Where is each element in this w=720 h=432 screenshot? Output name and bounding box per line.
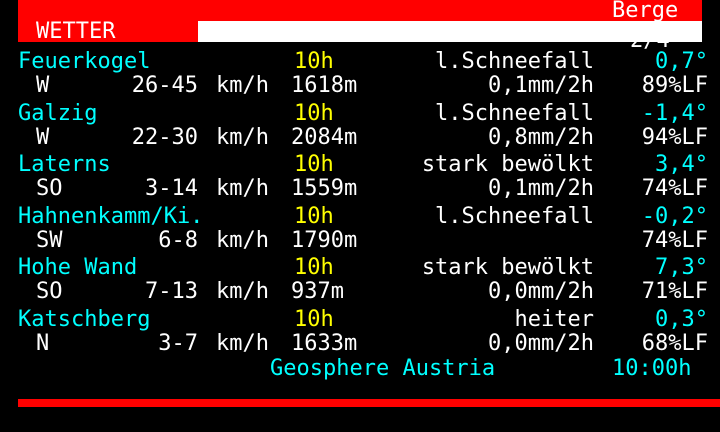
footer-source: Geosphere Austria bbox=[270, 356, 496, 381]
wind-speed: 3-14 bbox=[145, 176, 198, 202]
humidity: 71%LF bbox=[641, 279, 708, 305]
weather-description: stark bewölkt bbox=[421, 152, 594, 178]
precipitation: 0,0mm/2h bbox=[488, 279, 594, 305]
wind-direction: SW bbox=[36, 227, 63, 253]
wind-unit: km/h bbox=[216, 331, 269, 356]
wind-speed: 26-45 bbox=[131, 73, 198, 98]
station-name: Laterns bbox=[18, 152, 111, 178]
humidity: 68%LF bbox=[641, 331, 708, 356]
wind-direction: N bbox=[36, 331, 50, 356]
forecast-hours: 10h bbox=[294, 100, 334, 126]
altitude: 937m bbox=[291, 279, 344, 305]
forecast-hours: 10h bbox=[294, 307, 334, 332]
station-name: Galzig bbox=[18, 100, 98, 126]
wind-direction: W bbox=[36, 124, 50, 150]
forecast-hours: 10h bbox=[294, 152, 334, 178]
station-name: Hahnenkamm/Ki. bbox=[18, 203, 204, 229]
humidity: 74%LF bbox=[641, 227, 708, 253]
weather-description: l.Schneefall bbox=[435, 49, 594, 74]
precipitation: 0,0mm/2h bbox=[488, 331, 594, 356]
weather-description: l.Schneefall bbox=[435, 100, 594, 126]
altitude: 1790m bbox=[291, 227, 358, 253]
temperature: -1,4° bbox=[641, 100, 708, 126]
page-indicator: 2/4 bbox=[630, 28, 670, 53]
precipitation: 0,1mm/2h bbox=[488, 73, 594, 98]
wind-unit: km/h bbox=[216, 176, 269, 202]
temperature: 7,3° bbox=[655, 255, 708, 281]
temperature: -0,2° bbox=[641, 203, 708, 229]
humidity: 74%LF bbox=[641, 176, 708, 202]
footer-time: 10:00h bbox=[612, 356, 692, 381]
altitude: 1559m bbox=[291, 176, 358, 202]
station-name: Katschberg bbox=[18, 307, 151, 332]
wind-unit: km/h bbox=[216, 124, 269, 150]
precipitation: 0,8mm/2h bbox=[488, 124, 594, 150]
weather-description: stark bewölkt bbox=[421, 255, 594, 281]
wind-speed: 6-8 bbox=[158, 227, 198, 253]
header-red-band bbox=[18, 0, 702, 21]
altitude: 2084m bbox=[291, 124, 358, 150]
wind-unit: km/h bbox=[216, 279, 269, 305]
wind-unit: km/h bbox=[216, 73, 269, 98]
precipitation bbox=[414, 229, 594, 252]
wind-direction: SO bbox=[36, 279, 63, 305]
temperature: 3,4° bbox=[655, 152, 708, 178]
temperature: 0,7° bbox=[655, 49, 708, 74]
temperature: 0,3° bbox=[655, 307, 708, 332]
weather-description: heiter bbox=[514, 307, 594, 332]
humidity: 89%LF bbox=[641, 73, 708, 98]
weather-description: l.Schneefall bbox=[435, 203, 594, 229]
station-name: Feuerkogel bbox=[18, 49, 151, 74]
altitude: 1618m bbox=[291, 73, 358, 98]
altitude: 1633m bbox=[291, 331, 358, 356]
wind-direction: W bbox=[36, 73, 50, 98]
wind-speed: 22-30 bbox=[131, 124, 198, 150]
precipitation: 0,1mm/2h bbox=[488, 176, 594, 202]
wind-unit: km/h bbox=[216, 227, 269, 253]
bottom-red-bar bbox=[18, 399, 720, 407]
forecast-hours: 10h bbox=[294, 49, 334, 74]
wind-speed: 7-13 bbox=[145, 279, 198, 305]
page-title: WETTER bbox=[36, 19, 116, 44]
station-name: Hohe Wand bbox=[18, 255, 138, 281]
header-white-bar bbox=[198, 21, 702, 42]
wind-speed: 3-7 bbox=[158, 331, 198, 356]
wind-direction: SO bbox=[36, 176, 63, 202]
section-title: Berge bbox=[612, 0, 679, 23]
forecast-hours: 10h bbox=[294, 203, 334, 229]
humidity: 94%LF bbox=[641, 124, 708, 150]
forecast-hours: 10h bbox=[294, 255, 334, 281]
